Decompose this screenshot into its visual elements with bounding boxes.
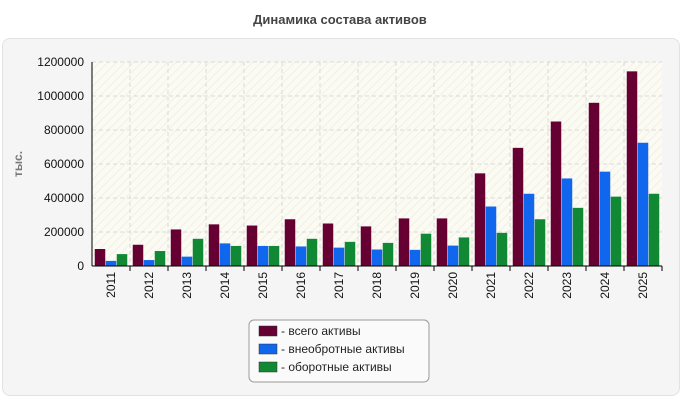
bar-14-1 — [637, 142, 649, 266]
bar-13-2 — [610, 196, 622, 266]
bar-7-1 — [371, 249, 383, 266]
x-tick-label: 2018 — [370, 272, 384, 299]
y-axis-label: тыс. — [11, 151, 25, 177]
x-tick-label: 2020 — [446, 272, 460, 299]
x-tick-label: 2024 — [598, 272, 612, 299]
bar-4-0 — [246, 225, 258, 266]
bar-10-0 — [474, 173, 486, 266]
legend-swatch-1 — [258, 343, 278, 355]
bar-5-0 — [284, 219, 296, 266]
bar-11-2 — [534, 219, 546, 266]
bar-9-1 — [447, 245, 459, 266]
bar-1-0 — [132, 244, 144, 266]
bar-14-2 — [648, 193, 660, 266]
bar-3-2 — [230, 245, 242, 266]
legend-label-2: - оборотные активы — [281, 360, 392, 374]
bar-11-0 — [512, 147, 524, 266]
x-tick-label: 2016 — [294, 272, 308, 299]
bar-1-1 — [143, 260, 155, 266]
bar-13-1 — [599, 171, 611, 266]
legend-swatch-0 — [258, 325, 278, 337]
y-tick-label: 200000 — [44, 225, 84, 239]
legend-label-0: - всего активы — [281, 324, 361, 338]
bar-13-0 — [588, 102, 600, 266]
x-tick-label: 2015 — [256, 272, 270, 299]
bar-10-2 — [496, 232, 508, 266]
chart-title: Динамика состава активов — [253, 12, 427, 27]
bar-1-2 — [154, 251, 166, 266]
bar-8-0 — [398, 218, 410, 266]
y-tick-label: 600000 — [44, 157, 84, 171]
bar-0-2 — [116, 254, 128, 266]
bar-12-0 — [550, 121, 562, 266]
y-tick-label: 0 — [77, 259, 84, 273]
bar-9-2 — [458, 237, 470, 266]
x-tick-label: 2022 — [522, 272, 536, 299]
bar-2-2 — [192, 238, 204, 266]
bar-6-2 — [344, 241, 356, 266]
y-tick-label: 800000 — [44, 123, 84, 137]
bar-8-1 — [409, 249, 421, 266]
bar-12-1 — [561, 178, 573, 266]
x-tick-label: 2017 — [332, 272, 346, 299]
y-tick-label: 400000 — [44, 191, 84, 205]
bar-2-0 — [170, 229, 182, 266]
y-tick-label: 1000000 — [37, 89, 84, 103]
bar-0-1 — [105, 260, 117, 266]
x-tick-label: 2011 — [104, 272, 118, 298]
bar-3-0 — [208, 224, 220, 266]
x-tick-label: 2025 — [636, 272, 650, 299]
legend-swatch-2 — [258, 361, 278, 373]
bar-0-0 — [94, 249, 106, 266]
bar-4-1 — [257, 245, 269, 266]
bar-5-1 — [295, 246, 307, 266]
bar-5-2 — [306, 238, 318, 266]
bar-12-2 — [572, 207, 584, 266]
bar-6-1 — [333, 247, 345, 266]
x-tick-label: 2023 — [560, 272, 574, 299]
x-tick-label: 2014 — [218, 272, 232, 299]
bar-8-2 — [420, 233, 432, 266]
legend-box — [248, 319, 430, 383]
x-tick-label: 2012 — [142, 272, 156, 299]
x-tick-label: 2019 — [408, 272, 422, 299]
bar-7-0 — [360, 226, 372, 266]
legend-label-1: - внеобротные активы — [281, 342, 405, 356]
bar-6-0 — [322, 223, 334, 266]
bar-7-2 — [382, 242, 394, 266]
x-tick-label: 2021 — [484, 272, 498, 299]
bar-3-1 — [219, 243, 231, 266]
x-tick-label: 2013 — [180, 272, 194, 299]
bar-9-0 — [436, 218, 448, 266]
bar-11-1 — [523, 193, 535, 266]
bar-2-1 — [181, 256, 193, 266]
bar-10-1 — [485, 206, 497, 266]
bar-14-0 — [626, 71, 638, 266]
y-tick-label: 1200000 — [37, 55, 84, 69]
bar-4-2 — [268, 245, 280, 266]
